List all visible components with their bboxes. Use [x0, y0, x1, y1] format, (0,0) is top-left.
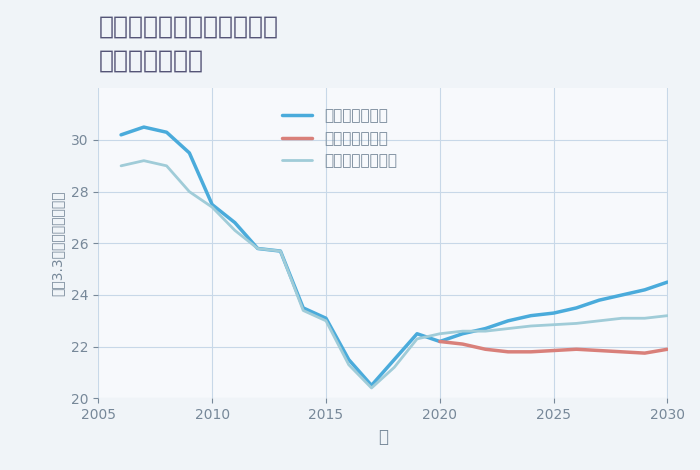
グッドシナリオ: [186, 150, 194, 156]
グッドシナリオ: [550, 310, 558, 316]
グッドシナリオ: [458, 331, 467, 337]
グッドシナリオ: [640, 287, 649, 293]
ノーマルシナリオ: [390, 365, 398, 370]
ノーマルシナリオ: [435, 331, 444, 337]
グッドシナリオ: [344, 357, 353, 362]
グッドシナリオ: [208, 202, 216, 207]
Y-axis label: 坪（3.3㎡）単価（万円）: 坪（3.3㎡）単価（万円）: [50, 190, 64, 296]
バッドシナリオ: [664, 346, 672, 352]
ノーマルシナリオ: [162, 163, 171, 169]
グッドシナリオ: [390, 357, 398, 362]
ノーマルシナリオ: [595, 318, 603, 324]
ノーマルシナリオ: [322, 318, 330, 324]
ノーマルシナリオ: [186, 189, 194, 195]
グッドシナリオ: [253, 246, 262, 251]
Line: グッドシナリオ: グッドシナリオ: [121, 127, 668, 385]
バッドシナリオ: [640, 350, 649, 356]
グッドシナリオ: [481, 326, 489, 331]
ノーマルシナリオ: [618, 315, 626, 321]
ノーマルシナリオ: [664, 313, 672, 319]
グッドシナリオ: [595, 298, 603, 303]
バッドシナリオ: [481, 346, 489, 352]
バッドシナリオ: [526, 349, 535, 355]
Text: 兵庫県豊岡市出石町鳥居の
土地の価格推移: 兵庫県豊岡市出石町鳥居の 土地の価格推移: [98, 15, 279, 72]
ノーマルシナリオ: [550, 322, 558, 328]
バッドシナリオ: [435, 339, 444, 345]
ノーマルシナリオ: [344, 362, 353, 368]
ノーマルシナリオ: [481, 329, 489, 334]
バッドシナリオ: [618, 349, 626, 355]
ノーマルシナリオ: [458, 329, 467, 334]
グッドシナリオ: [162, 129, 171, 135]
ノーマルシナリオ: [572, 321, 580, 326]
ノーマルシナリオ: [413, 336, 421, 342]
グッドシナリオ: [117, 132, 125, 138]
バッドシナリオ: [550, 348, 558, 353]
ノーマルシナリオ: [139, 158, 148, 164]
ノーマルシナリオ: [504, 326, 512, 331]
グッドシナリオ: [139, 124, 148, 130]
ノーマルシナリオ: [208, 204, 216, 210]
ノーマルシナリオ: [526, 323, 535, 329]
ノーマルシナリオ: [299, 308, 307, 313]
ノーマルシナリオ: [117, 163, 125, 169]
X-axis label: 年: 年: [378, 428, 388, 446]
ノーマルシナリオ: [231, 227, 239, 233]
バッドシナリオ: [504, 349, 512, 355]
グッドシナリオ: [413, 331, 421, 337]
バッドシナリオ: [572, 346, 580, 352]
Line: バッドシナリオ: バッドシナリオ: [440, 342, 668, 353]
ノーマルシナリオ: [253, 246, 262, 251]
グッドシナリオ: [504, 318, 512, 324]
グッドシナリオ: [435, 339, 444, 345]
ノーマルシナリオ: [640, 315, 649, 321]
グッドシナリオ: [572, 305, 580, 311]
ノーマルシナリオ: [368, 385, 376, 391]
グッドシナリオ: [368, 383, 376, 388]
グッドシナリオ: [664, 279, 672, 285]
グッドシナリオ: [322, 315, 330, 321]
ノーマルシナリオ: [276, 248, 285, 254]
Legend: グッドシナリオ, バッドシナリオ, ノーマルシナリオ: グッドシナリオ, バッドシナリオ, ノーマルシナリオ: [276, 102, 404, 175]
グッドシナリオ: [299, 305, 307, 311]
グッドシナリオ: [276, 248, 285, 254]
グッドシナリオ: [526, 313, 535, 319]
Line: ノーマルシナリオ: ノーマルシナリオ: [121, 161, 668, 388]
バッドシナリオ: [595, 348, 603, 353]
バッドシナリオ: [458, 341, 467, 347]
グッドシナリオ: [231, 220, 239, 226]
グッドシナリオ: [618, 292, 626, 298]
